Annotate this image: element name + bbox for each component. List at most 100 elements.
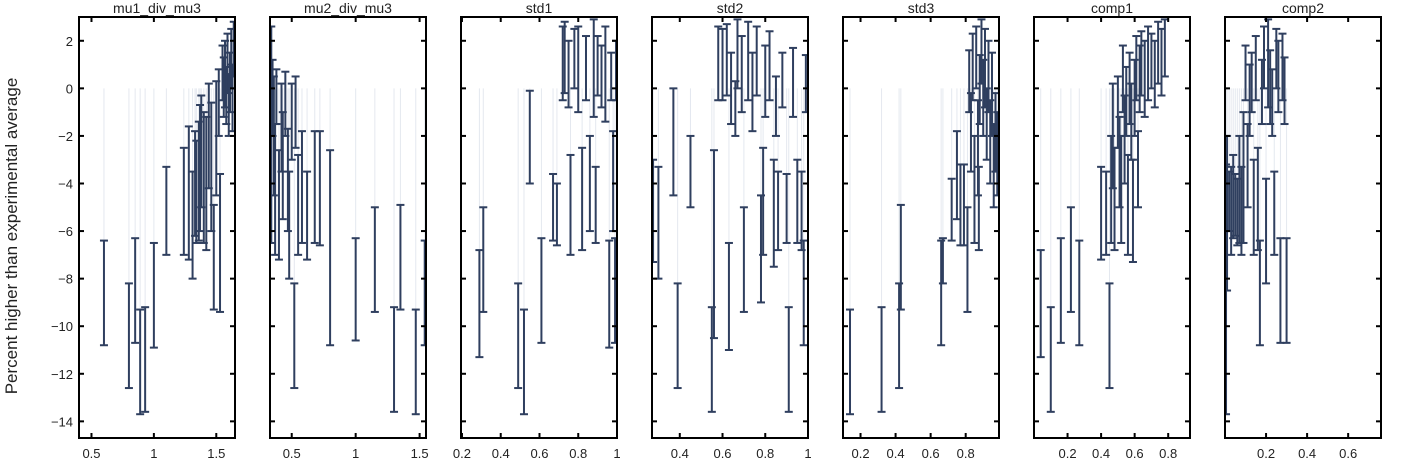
error-bar xyxy=(669,87,678,197)
plot-area xyxy=(652,18,808,413)
error-bar xyxy=(724,241,733,351)
error-bar xyxy=(564,39,573,109)
x-tick-label: 0.8 xyxy=(569,446,587,461)
error-bar xyxy=(718,27,727,102)
error-bar xyxy=(229,20,235,78)
y-tick-label: −14 xyxy=(51,414,73,429)
subplot-frame xyxy=(1224,16,1382,439)
x-tick-label: 1 xyxy=(804,446,811,461)
error-bar xyxy=(475,249,484,359)
error-bar xyxy=(714,25,723,102)
error-bar xyxy=(737,35,746,114)
x-tick-label: 0.5 xyxy=(82,446,100,461)
error-bar xyxy=(1282,237,1291,344)
error-bar xyxy=(1247,51,1256,114)
error-bar xyxy=(769,158,778,268)
subplot-2: 0.5 1 1.5 mu2_div_mu3 xyxy=(269,0,429,461)
error-bar xyxy=(277,82,286,173)
error-bar xyxy=(1253,146,1262,252)
error-bar xyxy=(566,153,575,256)
error-bar xyxy=(271,123,280,256)
error-bar xyxy=(390,306,399,413)
x-tick-label: 1.5 xyxy=(411,446,429,461)
error-bar xyxy=(131,237,140,344)
error-bar xyxy=(1105,282,1114,390)
x-tick-label: 0.6 xyxy=(1126,446,1144,461)
error-bar xyxy=(585,134,594,233)
error-bar xyxy=(1270,170,1279,256)
subplot-title: std3 xyxy=(908,0,935,16)
error-bar xyxy=(752,25,761,97)
plot-area xyxy=(1036,18,1169,413)
error-bar xyxy=(709,149,718,340)
y-tick-label: −12 xyxy=(51,367,73,382)
y-tick-label: −4 xyxy=(58,176,73,191)
error-bar xyxy=(605,239,614,349)
x-tick-label: 0.5 xyxy=(283,446,301,461)
error-bar xyxy=(765,30,774,102)
error-bar xyxy=(141,306,150,413)
error-bar xyxy=(196,104,205,233)
error-bar xyxy=(846,308,855,416)
subplot-frame xyxy=(651,16,809,439)
subplot-4: 0.4 0.6 0.8 1 std2 xyxy=(651,0,812,461)
error-bar xyxy=(1251,35,1260,102)
error-bar xyxy=(1066,206,1075,313)
error-bar xyxy=(597,44,606,109)
x-tick-label: 0.2 xyxy=(1059,446,1077,461)
error-bar xyxy=(351,237,360,342)
error-bar xyxy=(291,75,300,149)
error-bar xyxy=(789,46,798,118)
error-bar xyxy=(149,241,158,349)
error-bar xyxy=(1075,239,1084,347)
error-bar xyxy=(771,75,780,137)
y-tick-label: 0 xyxy=(66,81,73,96)
subplot-title: std2 xyxy=(717,0,744,16)
subplot-5: 0.2 0.4 0.6 0.8 std3 xyxy=(842,0,1000,461)
error-bar xyxy=(759,146,768,256)
error-bar xyxy=(479,206,488,313)
x-tick-label: 0.6 xyxy=(530,446,548,461)
error-bar xyxy=(1036,249,1045,359)
x-tick-label: 0.6 xyxy=(1339,446,1357,461)
x-tick-label: 1 xyxy=(352,446,359,461)
error-bar xyxy=(793,158,802,244)
subplot-6: 0.2 0.4 0.6 0.8 comp1 xyxy=(1033,0,1191,461)
error-bar xyxy=(938,237,947,285)
subplot-title: std1 xyxy=(526,0,553,16)
error-bar xyxy=(272,68,281,126)
error-bar xyxy=(1262,177,1271,285)
x-tick-label: 1 xyxy=(150,446,157,461)
error-bar xyxy=(537,237,546,344)
x-tick-label: 0.8 xyxy=(957,446,975,461)
error-bar xyxy=(162,165,171,256)
y-tick-label: 2 xyxy=(66,34,73,49)
error-bar xyxy=(589,18,598,118)
subplot-title: comp2 xyxy=(1282,0,1324,16)
error-bar xyxy=(748,51,757,133)
error-bar xyxy=(784,306,793,413)
error-bar xyxy=(652,158,658,263)
subplot-3: 0.2 0.4 0.6 0.8 1 std1 xyxy=(453,0,621,461)
x-tick-label: 1.5 xyxy=(207,446,225,461)
subplot-7: 0.2 0.4 0.6 comp2 xyxy=(1224,0,1382,461)
error-bar xyxy=(184,125,193,261)
error-bar xyxy=(896,203,905,311)
error-bar xyxy=(778,51,787,109)
error-bar xyxy=(731,80,740,137)
error-bar xyxy=(1239,111,1248,244)
error-bar xyxy=(570,27,579,90)
error-bar xyxy=(895,282,904,390)
error-bar xyxy=(1134,130,1142,209)
error-bar xyxy=(799,239,808,347)
x-tick-label: 0.4 xyxy=(887,446,905,461)
error-bar xyxy=(1097,165,1106,261)
error-bar xyxy=(136,308,145,416)
subplot-1: −14 −12 −10 −8 −6 −4 −2 0 2 0.5 1 1.5 mu1_div_mu3 xyxy=(51,0,236,461)
error-bar xyxy=(1056,237,1065,344)
plot-area xyxy=(475,18,617,416)
x-tick-label: 0.4 xyxy=(492,446,510,461)
error-bar xyxy=(739,206,748,313)
error-bar xyxy=(270,25,276,244)
